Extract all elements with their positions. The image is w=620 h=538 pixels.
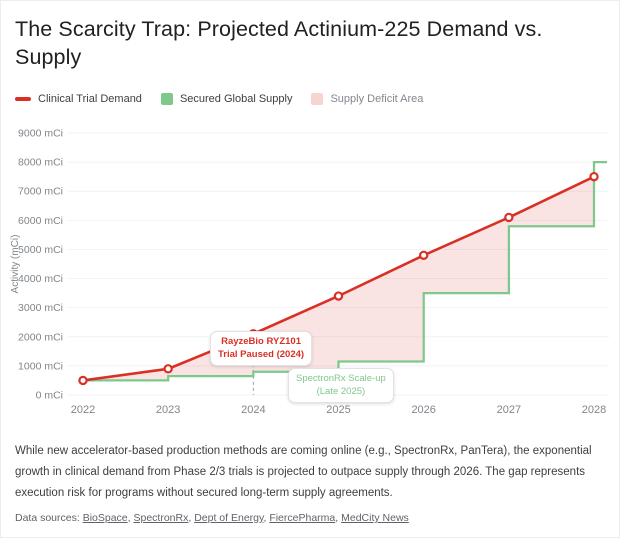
supply-square-swatch-icon [160, 93, 173, 105]
x-tick-label: 2027 [497, 404, 521, 416]
x-tick-label: 2025 [326, 404, 350, 416]
annotation-line: Trial Paused (2024) [218, 348, 305, 360]
annotation-line: SpectronRx Scale-up [296, 373, 386, 384]
annotation-line: RayzeBio RYZ101 [221, 336, 301, 347]
deficit-square-swatch-icon [311, 93, 324, 105]
annotation-spectronrx-callout: SpectronRx Scale-up (Late 2025) [288, 368, 394, 403]
chart-svg: 0 mCi 1000 mCi 2000 mCi 3000 mCi 4000 mCi 500… [10, 128, 609, 416]
legend-item-demand: Clinical Trial Demand [15, 93, 142, 105]
y-tick-label: 1000 mCi [18, 360, 63, 372]
annotation-rayzebio-callout: RayzeBio RYZ101 Trial Paused (2024) [210, 331, 313, 366]
source-link[interactable]: MedCity News [341, 512, 409, 524]
annotation-line: (Late 2025) [316, 385, 366, 397]
supply-step-line [83, 160, 607, 382]
demand-point-marker [163, 364, 173, 374]
chart-legend: Clinical Trial Demand Secured Global Sup… [15, 93, 605, 105]
chart-area: 0 mCi 1000 mCi 2000 mCi 3000 mCi 4000 mCi 500… [1, 117, 619, 425]
data-sources-label: Data sources: [15, 512, 80, 524]
supply-deficit-area [83, 162, 595, 381]
legend-item-supply: Secured Global Supply [160, 93, 293, 105]
y-axis-title: Activity (mCi) [10, 235, 21, 294]
legend-label: Secured Global Supply [179, 93, 293, 105]
demand-point-marker [589, 171, 599, 182]
x-tick-label: 2024 [241, 404, 265, 416]
page-title: The Scarcity Trap: Projected Actinium-22… [15, 17, 543, 69]
y-tick-label: 9000 mCi [18, 128, 63, 140]
data-sources-line: Data sources: BioSpace, SpectronRx, Dept… [15, 512, 605, 524]
source-link[interactable]: BioSpace [82, 512, 128, 524]
demand-line-swatch-icon [15, 97, 31, 101]
legend-label: Supply Deficit Area [330, 93, 424, 105]
y-tick-label: 8000 mCi [18, 157, 63, 169]
y-tick-label: 2000 mCi [18, 331, 63, 343]
y-tick-label: 3000 mCi [18, 302, 63, 314]
source-link[interactable]: Dept of Energy [194, 512, 264, 524]
legend-item-deficit: Supply Deficit Area [311, 93, 423, 105]
y-tick-label: 5000 mCi [18, 244, 63, 256]
source-link[interactable]: FiercePharma [269, 512, 336, 524]
x-tick-label: 2026 [411, 404, 435, 416]
data-sources-links: BioSpace, SpectronRx, Dept of Energy, Fi… [82, 512, 409, 524]
source-link[interactable]: SpectronRx [133, 512, 189, 524]
legend-label: Clinical Trial Demand [38, 93, 142, 105]
demand-point-marker [418, 250, 429, 260]
demand-point-marker [78, 375, 88, 386]
y-tick-label: 6000 mCi [18, 215, 63, 227]
y-tick-label: 7000 mCi [18, 186, 63, 198]
y-tick-label: 0 mCi [36, 390, 63, 402]
x-tick-label: 2022 [71, 404, 95, 416]
y-tick-label: 4000 mCi [18, 273, 63, 285]
footnote-text: While new accelerator-based production m… [15, 445, 592, 499]
demand-point-marker [333, 291, 344, 301]
x-tick-label: 2023 [156, 404, 180, 416]
demand-point-marker [504, 212, 514, 223]
x-tick-label: 2028 [582, 404, 606, 416]
